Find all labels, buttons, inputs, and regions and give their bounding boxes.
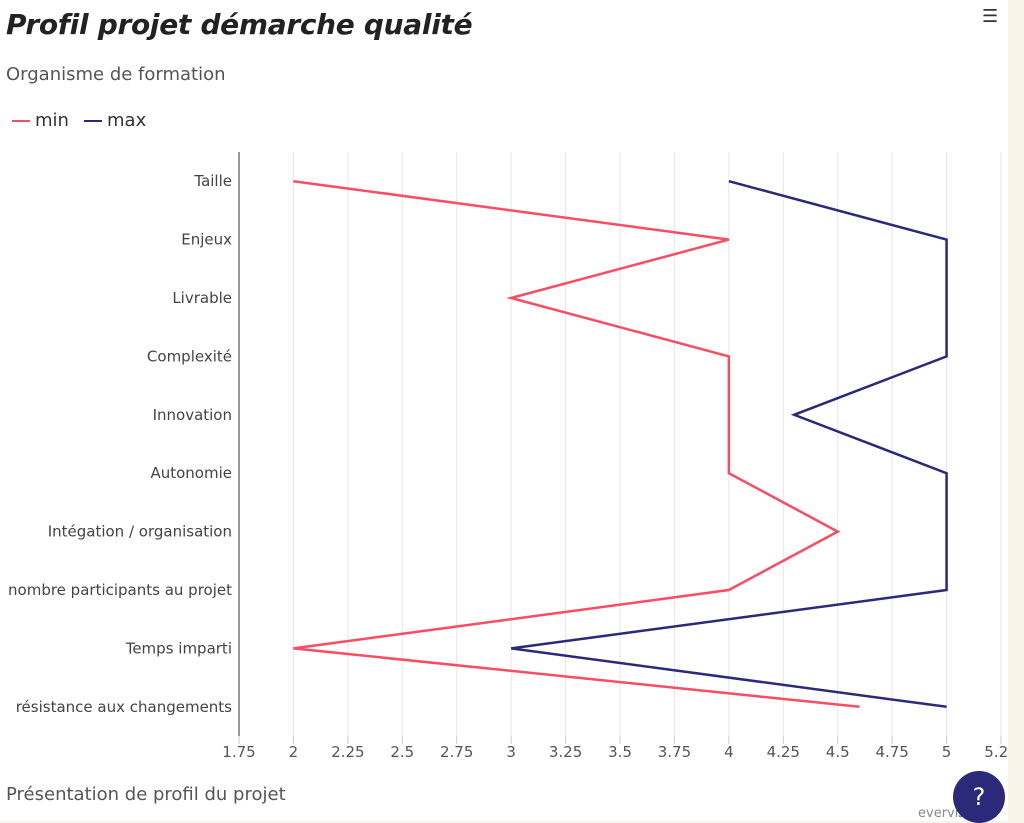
y-category-label: Intégation / organisation bbox=[48, 523, 232, 541]
y-category-label: Complexité bbox=[147, 347, 232, 365]
x-tick-label: 3.25 bbox=[549, 743, 582, 761]
chart-caption: Présentation de profil du projet bbox=[6, 784, 286, 805]
x-tick-label: 5 bbox=[942, 743, 952, 761]
y-category-label: Autonomie bbox=[150, 464, 232, 482]
x-tick-label: 4.25 bbox=[767, 743, 800, 761]
series-line-min bbox=[293, 181, 859, 707]
x-tick-label: 4.75 bbox=[875, 743, 908, 761]
x-tick-label: 2.75 bbox=[440, 743, 473, 761]
x-tick-label: 2 bbox=[289, 743, 299, 761]
x-tick-label: 3 bbox=[506, 743, 516, 761]
y-category-label: Taille bbox=[193, 172, 232, 190]
y-category-label: résistance aux changements bbox=[16, 698, 232, 716]
y-category-label: Livrable bbox=[172, 289, 232, 307]
help-button[interactable]: ? bbox=[953, 771, 1005, 823]
x-tick-label: 2.5 bbox=[390, 743, 414, 761]
x-tick-label: 3.5 bbox=[608, 743, 632, 761]
x-tick-label: 2.25 bbox=[331, 743, 364, 761]
y-category-label: Temps imparti bbox=[125, 639, 232, 657]
x-tick-label: 1.75 bbox=[222, 743, 255, 761]
y-category-label: nombre participants au projet bbox=[8, 581, 232, 599]
x-tick-label: 4.5 bbox=[826, 743, 850, 761]
y-category-label: Innovation bbox=[153, 406, 232, 424]
x-tick-label: 3.75 bbox=[658, 743, 691, 761]
x-tick-label: 5.25 bbox=[984, 743, 1008, 761]
y-category-label: Enjeux bbox=[181, 231, 232, 249]
x-tick-label: 4 bbox=[724, 743, 734, 761]
